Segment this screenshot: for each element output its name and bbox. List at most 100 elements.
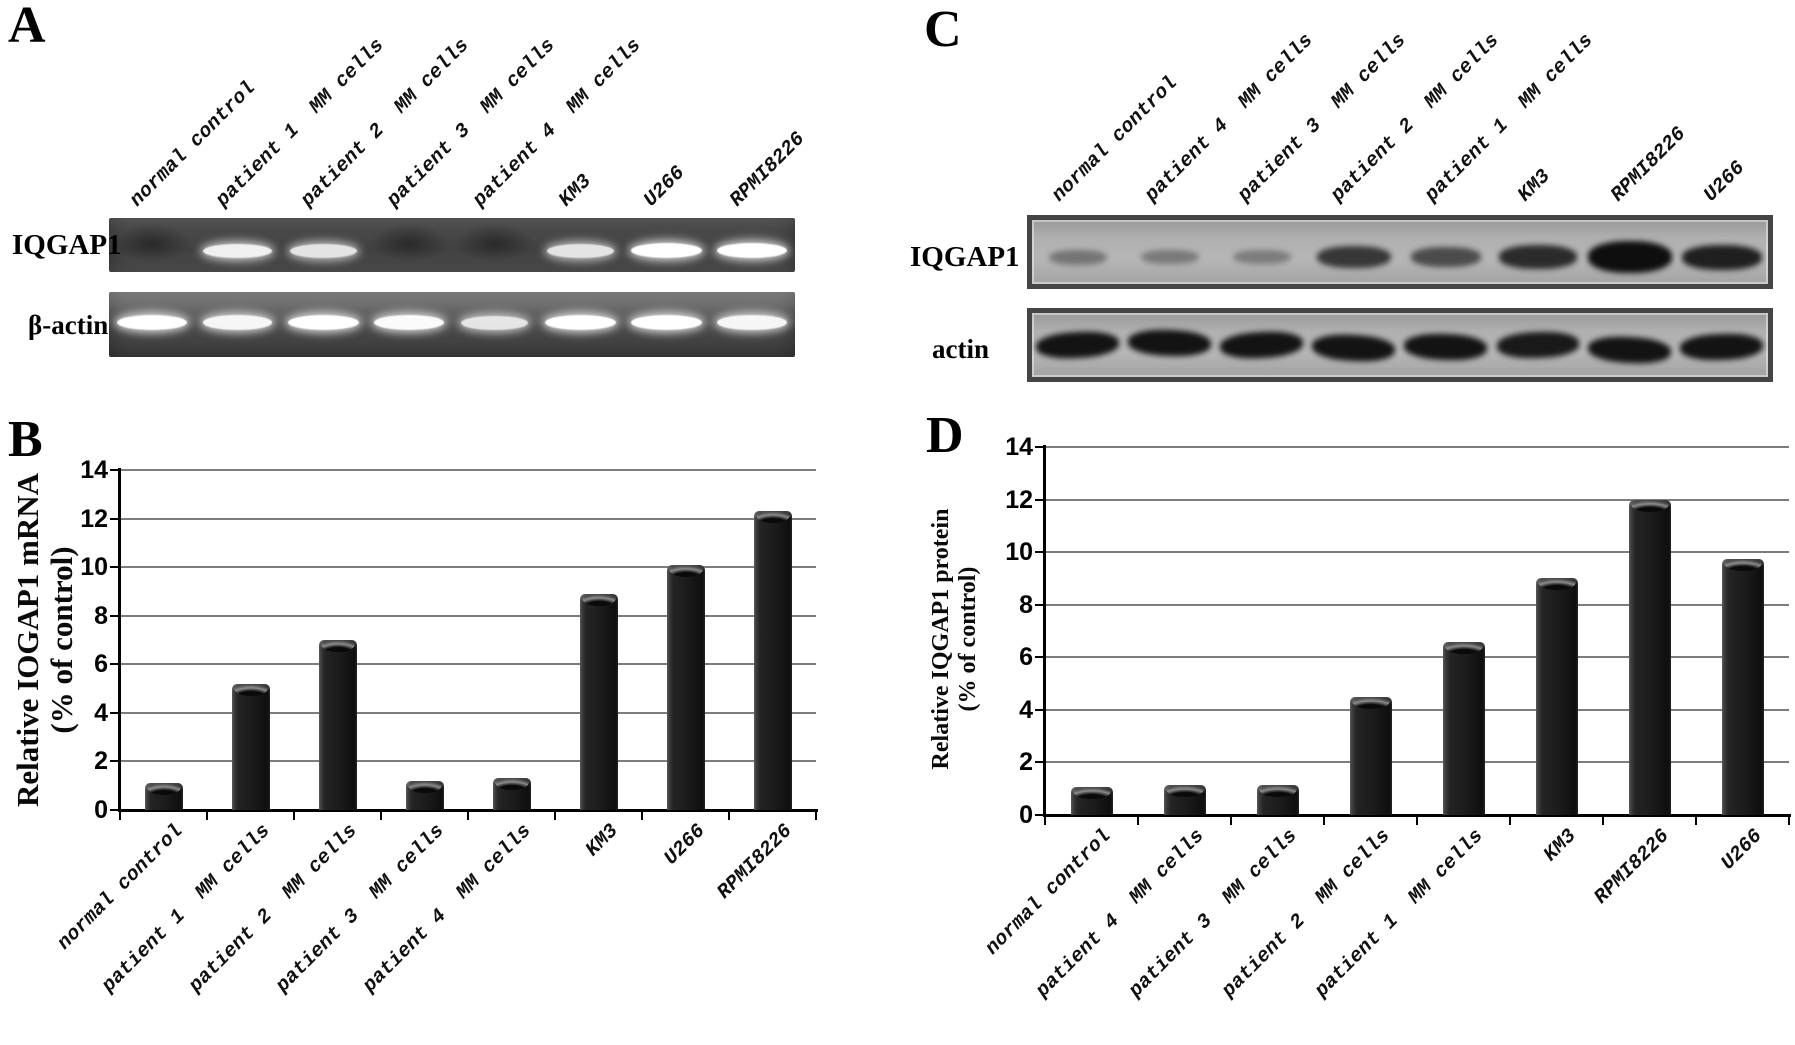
gel-band — [545, 315, 616, 331]
gel-empty-lane-shadow — [369, 224, 449, 263]
gel-band — [288, 315, 359, 331]
panel-d-letter: D — [926, 407, 964, 464]
bar — [1163, 784, 1206, 815]
y-tick-mark — [1035, 656, 1045, 659]
gridline — [1045, 761, 1789, 764]
gridline — [120, 614, 816, 617]
gridline — [120, 711, 816, 714]
y-tick-mark — [110, 566, 120, 569]
gel-band — [116, 315, 188, 331]
x-tick-mark — [293, 811, 295, 820]
bar — [318, 640, 357, 810]
bar — [1256, 784, 1299, 815]
bar — [1721, 558, 1764, 815]
x-tick-mark — [1323, 816, 1325, 825]
lane-label: patient 4 MM cells — [1140, 29, 1319, 208]
gridline — [120, 566, 816, 569]
gridline — [120, 517, 816, 520]
x-tick-mark — [641, 811, 643, 820]
y-tick-mark — [1035, 708, 1045, 711]
chart-d-y-axis-title-line1: Relative IQGAP1 protein — [928, 508, 954, 770]
blot-band — [1681, 244, 1763, 270]
x-tick-mark — [1788, 816, 1790, 825]
blot-band — [1035, 329, 1121, 361]
y-tick-label: 8 — [1019, 590, 1033, 619]
gel-band — [631, 315, 702, 331]
lane-label: patient 3 MM cells — [382, 34, 561, 213]
blot-band — [1587, 241, 1673, 274]
gridline — [120, 760, 816, 763]
gridline — [1045, 498, 1789, 501]
y-tick-mark — [1035, 761, 1045, 764]
x-tick-mark — [1509, 816, 1511, 825]
blot-band — [1048, 249, 1108, 265]
blot-band — [1587, 334, 1673, 366]
gel-band — [203, 243, 272, 259]
y-tick-mark — [1035, 814, 1045, 816]
y-tick-label: 4 — [94, 698, 108, 727]
y-tick-label: 14 — [80, 456, 108, 484]
lane-label: KM3 — [554, 170, 597, 212]
chart-b-y-axis-title-line2: (% of control) — [44, 546, 79, 734]
lane-label: patient 4 MM cells — [468, 34, 647, 213]
panel-c-letter: C — [924, 1, 962, 58]
y-tick-label: 14 — [1005, 433, 1033, 461]
x-tick-mark — [1602, 816, 1604, 825]
gel-row-label-iqgap1: IQGAP1 — [12, 229, 122, 261]
y-tick-label: 12 — [80, 504, 108, 533]
lane-label: RPMI8226 — [725, 127, 811, 212]
gel-row-label-beta-actin: β-actin — [28, 310, 109, 340]
y-tick-label: 10 — [80, 553, 108, 582]
x-axis-line — [118, 809, 818, 812]
gel-empty-lane-shadow — [112, 224, 192, 263]
gridline — [120, 663, 816, 666]
gridline — [1045, 551, 1789, 554]
y-tick-label: 0 — [94, 796, 108, 824]
blot-band — [1496, 330, 1580, 360]
x-tick-mark — [119, 811, 121, 820]
y-tick-label: 10 — [1005, 538, 1033, 567]
bar — [1628, 499, 1671, 815]
y-tick-label: 0 — [1019, 801, 1033, 829]
x-tick-mark — [1044, 816, 1046, 825]
blot-band — [1411, 247, 1481, 268]
y-tick-mark — [1035, 498, 1045, 501]
y-tick-label: 2 — [94, 747, 108, 776]
gridline — [1045, 708, 1789, 711]
blot-band — [1403, 332, 1488, 362]
bar — [666, 564, 705, 810]
gel-band — [716, 243, 788, 259]
y-tick-mark — [110, 711, 120, 714]
x-tick-mark — [467, 811, 469, 820]
y-tick-mark — [1035, 603, 1045, 606]
blot-iqgap1-strip — [1027, 215, 1773, 289]
chart-b-y-axis-title: Relative IOGAP1 mRNA (% of control) — [10, 360, 79, 920]
y-tick-label: 12 — [1005, 485, 1033, 514]
gel-band — [374, 315, 445, 330]
lane-label: patient 1 MM cells — [211, 34, 389, 213]
y-tick-mark — [110, 663, 120, 666]
gel-band — [289, 243, 358, 258]
y-tick-label: 4 — [1019, 695, 1033, 724]
y-tick-mark — [110, 469, 120, 471]
gel-band — [717, 315, 787, 330]
lane-label: patient 2 MM cells — [297, 34, 475, 213]
bar — [753, 511, 792, 810]
panel-b-letter: B — [8, 411, 43, 468]
y-tick-label: 8 — [94, 601, 108, 630]
y-tick-label: 6 — [94, 650, 108, 679]
y-tick-mark — [110, 614, 120, 617]
lane-label: RPMI8226 — [1606, 122, 1692, 207]
lane-label: patient 2 MM cells — [1327, 29, 1505, 208]
gel-iqgap1-strip — [109, 218, 795, 272]
blot-row-label-iqgap1: IQGAP1 — [910, 241, 1020, 273]
y-tick-mark — [110, 809, 120, 811]
blot-band — [1679, 332, 1764, 362]
bar — [144, 783, 183, 810]
chart-b-y-axis-title-line1: Relative IOGAP1 mRNA — [10, 472, 45, 808]
blot-band — [1127, 328, 1212, 358]
x-axis-line — [1043, 814, 1791, 817]
bar — [405, 780, 444, 810]
x-tick-mark — [380, 811, 382, 820]
